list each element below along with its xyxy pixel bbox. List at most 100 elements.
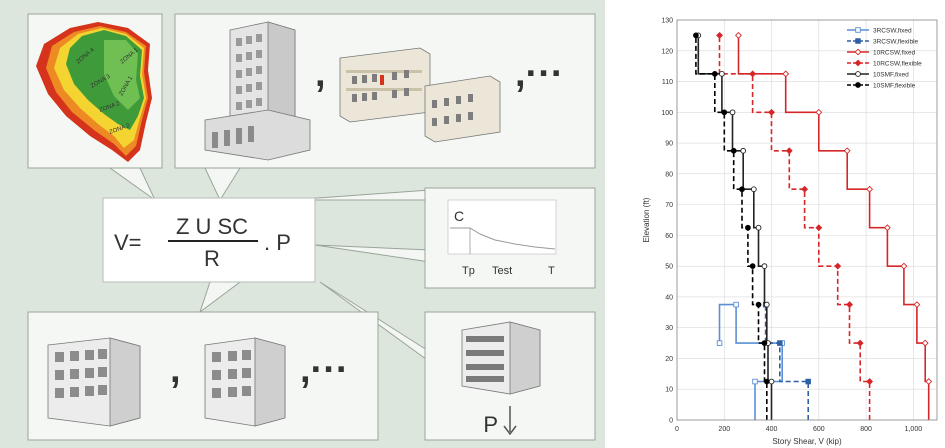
x-axis-label: Story Shear, V (kip) <box>772 437 842 446</box>
data-point-marker <box>768 108 775 116</box>
data-point-marker <box>716 340 723 346</box>
data-point-marker <box>745 224 751 231</box>
y-tick-label: 70 <box>665 202 673 209</box>
x-tick-label: 0 <box>675 426 679 433</box>
data-point-marker <box>755 301 762 308</box>
data-point-marker <box>921 339 929 347</box>
peru-zone-map: ZONA 4 ZONA 3 ZONA 2 ZONA 1 ZONA 1 ZONA … <box>36 22 152 162</box>
school-building-illustration <box>339 47 501 143</box>
data-point-marker <box>733 301 739 308</box>
data-point-marker <box>711 70 718 77</box>
office-tower-illustration <box>204 21 311 161</box>
data-point-marker <box>749 70 757 78</box>
data-point-marker <box>721 109 728 116</box>
rc-frame-building-2 <box>204 337 286 427</box>
data-point-marker <box>763 301 770 308</box>
data-point-marker <box>768 378 775 385</box>
down-arrow-icon <box>503 406 517 436</box>
y-tick-label: 0 <box>669 418 673 425</box>
y-tick-label: 50 <box>665 264 673 271</box>
separator-ellipsis: ,··· <box>300 349 349 391</box>
spectrum-y-label: C <box>454 208 464 224</box>
chart-legend: 3RCSW,fixed 3RCSW,flexible 10RCSW,fixed 10R… <box>847 27 922 90</box>
formula-numerator: Z U SC <box>176 214 248 239</box>
y-tick-label: 40 <box>665 294 673 301</box>
separator-comma: , <box>170 349 181 391</box>
data-point-marker <box>846 301 853 309</box>
series-10smf-flexible <box>693 32 770 420</box>
series-10rcsw-flexible <box>716 31 874 420</box>
data-point-marker <box>763 378 770 385</box>
data-point-marker <box>752 378 758 385</box>
series-3rcsw-flexible <box>762 301 811 420</box>
data-point-marker <box>883 224 891 232</box>
chart-series-group <box>693 31 933 420</box>
data-point-marker <box>693 32 699 39</box>
data-point-marker <box>866 185 874 193</box>
data-point-marker <box>856 339 864 347</box>
data-point-marker <box>855 71 861 77</box>
data-point-marker <box>729 109 736 116</box>
data-point-marker <box>854 59 862 67</box>
data-point-marker <box>855 38 861 44</box>
rc-frame-building-1 <box>47 337 141 427</box>
formula-denominator: R <box>204 246 220 271</box>
data-point-marker <box>749 263 756 270</box>
series-line <box>764 304 809 420</box>
data-point-marker <box>716 31 723 39</box>
response-spectrum-panel: C Tp Test T <box>424 187 596 289</box>
weight-label: P <box>483 412 498 437</box>
data-point-marker <box>739 186 745 193</box>
spectrum-tick-tp: Tp <box>462 265 475 277</box>
data-point-marker <box>730 147 737 154</box>
y-tick-label: 10 <box>665 387 673 394</box>
separator-ellipsis: ,··· <box>515 53 564 95</box>
series-3rcsw-fixed <box>716 301 785 420</box>
y-axis-label: Elevation (ft) <box>642 197 651 242</box>
plot-frame <box>676 19 938 421</box>
formula-lhs: V= <box>114 230 142 255</box>
y-tick-label: 30 <box>665 325 673 332</box>
data-point-marker <box>785 147 793 155</box>
x-tick-label: 200 <box>718 426 730 433</box>
y-tick-label: 80 <box>665 171 673 178</box>
x-tick-label: 400 <box>766 426 778 433</box>
seismic-shear-formula: V= Z U SC R . P <box>102 197 316 283</box>
building-weight-illustration <box>461 321 541 395</box>
y-tick-label: 20 <box>665 356 673 363</box>
data-point-marker <box>777 340 783 346</box>
chart-grid <box>676 19 937 421</box>
data-point-marker <box>866 378 874 385</box>
data-point-marker <box>761 340 768 346</box>
data-point-marker <box>761 263 768 270</box>
x-tick-label: 600 <box>813 426 825 433</box>
legend-entry-label: 10RCSW,flexible <box>873 61 922 68</box>
y-tick-label: 110 <box>662 79 673 86</box>
chart-tick-labels: 0 10 20 30 40 50 60 70 80 90 100 110 120 130 0 200 400 60… <box>661 18 922 434</box>
legend-entry-label: 3RCSW,fixed <box>873 28 912 35</box>
y-tick-label: 100 <box>661 110 673 117</box>
usage-buildings-panel: , ,··· <box>174 13 596 169</box>
y-tick-label: 130 <box>661 18 673 25</box>
x-tick-label: 1,000 <box>905 426 923 433</box>
building-weight-panel: P <box>424 311 596 441</box>
spectrum-tick-test: Test <box>492 265 512 277</box>
series-line <box>718 303 783 420</box>
series-line <box>737 35 930 420</box>
data-point-marker <box>755 224 762 231</box>
separator-comma: , <box>315 53 326 95</box>
data-point-marker <box>815 224 823 232</box>
seismic-formula-diagram: ZONA 4 ZONA 3 ZONA 2 ZONA 1 ZONA 1 ZONA … <box>0 0 605 448</box>
data-point-marker <box>913 301 921 309</box>
legend-entry-label: 10SMF,fixed <box>873 72 909 79</box>
y-tick-label: 120 <box>661 48 673 55</box>
y-tick-label: 60 <box>665 233 673 240</box>
story-shear-chart: 0 10 20 30 40 50 60 70 80 90 100 110 120 130 0 200 400 60… <box>642 18 938 446</box>
series-10smf-fixed <box>695 32 775 420</box>
data-point-marker <box>740 147 747 154</box>
formula-tail: . P <box>264 230 291 255</box>
data-point-marker <box>900 262 908 270</box>
data-point-marker <box>855 27 861 33</box>
data-point-marker <box>719 70 725 77</box>
x-tick-label: 800 <box>860 426 872 433</box>
